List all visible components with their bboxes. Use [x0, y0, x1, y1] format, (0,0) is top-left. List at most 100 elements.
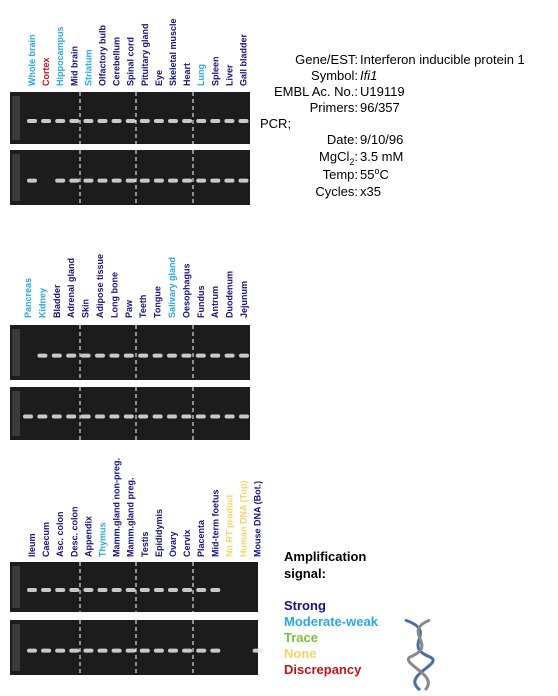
lane-label: Mamm.gland non-preg.: [112, 458, 122, 557]
gel-band: [139, 119, 150, 124]
lane-label: Mid-term foetus: [210, 490, 220, 558]
gel-band: [196, 588, 207, 592]
info-label: Symbol:: [311, 68, 358, 83]
gel-band: [125, 178, 136, 183]
ladder-lane: [12, 566, 20, 608]
gel-band: [51, 353, 62, 358]
lane-label: Spinal cord: [126, 37, 136, 86]
gel-band: [224, 353, 235, 358]
lane-label: Placenta: [196, 519, 206, 557]
gel-band: [27, 178, 37, 183]
gel-band: [111, 178, 122, 183]
gel-band: [168, 588, 178, 592]
lane-label: Kidney: [37, 288, 47, 318]
ladder-lane: [12, 391, 20, 436]
gel-band: [210, 119, 221, 124]
gel-band: [224, 178, 235, 183]
gel-band: [195, 414, 206, 419]
gel-band: [182, 588, 193, 592]
gel-band: [27, 588, 37, 592]
gel-image: [10, 387, 250, 440]
info-label-text: Gene/EST:: [295, 52, 358, 67]
info-label: MgCl2:: [319, 149, 358, 167]
gel-band: [83, 588, 94, 592]
info-label: Gene/EST:: [295, 52, 358, 67]
lane-label: Tongue: [153, 286, 163, 318]
lane-label: Skeletal muscle: [168, 18, 178, 86]
gel-band: [41, 588, 52, 592]
lane-label: Thymus: [98, 522, 108, 557]
gel-band: [97, 178, 108, 183]
info-label-text: Cycles:: [315, 184, 358, 199]
info-value-unit: C: [379, 167, 388, 182]
gel-band: [69, 588, 80, 592]
lane-label: Ileum: [27, 533, 37, 557]
gel-band: [95, 414, 105, 419]
info-label-text: Symbol:: [311, 68, 358, 83]
gel-band: [239, 353, 249, 358]
lane-label: Duodenum: [225, 271, 235, 318]
gel-band: [111, 588, 122, 592]
ladder-lane: [12, 154, 20, 201]
info-value: 96/357: [360, 100, 400, 115]
gel-band: [111, 119, 122, 124]
gel-band: [55, 648, 66, 653]
gel-band: [238, 119, 249, 124]
lane-label: Mid brain: [69, 46, 79, 86]
gel-band: [139, 588, 150, 592]
gel-band: [27, 119, 37, 124]
info-value-text: 9/10/96: [360, 132, 403, 147]
info-label-sub: 2: [349, 157, 354, 167]
lane-label: Teeth: [138, 295, 148, 318]
legend-title: Amplification: [284, 549, 366, 564]
legend-entry: Strong: [284, 598, 326, 613]
info-label: Primers:: [310, 100, 358, 115]
lane-label: Oesophagus: [181, 263, 191, 318]
lane-label: Testis: [140, 532, 150, 557]
lane-label: Long bone: [109, 272, 119, 318]
lane-label: Adrenal gland: [66, 258, 76, 318]
gel-band: [181, 414, 192, 419]
gel-band: [23, 414, 33, 419]
lane-label: Fundus: [196, 286, 206, 319]
gel-band: [181, 353, 192, 358]
legend-entry: Moderate-weak: [284, 614, 379, 629]
lane-label: Eye: [154, 70, 164, 86]
info-label: Date:: [327, 132, 358, 147]
gel-band: [37, 414, 48, 419]
gel-band: [80, 353, 91, 358]
info-label-end: :: [354, 149, 358, 164]
info-value-text: Ifi1: [360, 68, 377, 83]
gel-band: [97, 119, 108, 124]
info-value: Interferon inducible protein 1: [360, 52, 525, 67]
lane-label: Mamm.gland preg.: [126, 477, 136, 557]
info-label-text: MgCl: [319, 149, 349, 164]
gel-band: [41, 119, 52, 124]
lane-label: Adipose tissue: [95, 254, 105, 318]
gel-band: [37, 353, 48, 358]
gel-band: [111, 648, 122, 653]
gel-band: [66, 414, 77, 419]
legend-entry: Discrepancy: [284, 662, 362, 677]
gel-band: [55, 178, 66, 183]
ladder-lane: [12, 329, 20, 376]
gel-band: [182, 648, 193, 653]
ladder-lane: [12, 96, 20, 140]
info-label-text: Date:: [327, 132, 358, 147]
info-value-sup: o: [374, 166, 379, 176]
lane-label: Heart: [182, 63, 192, 86]
info-label-text: Primers:: [310, 100, 358, 115]
lane-label: Cervix: [182, 529, 192, 557]
gel-band: [182, 119, 193, 124]
info-label: Temp:: [323, 167, 358, 182]
gel-band: [69, 648, 80, 653]
gel-band: [138, 414, 149, 419]
gel-band: [152, 414, 163, 419]
lane-label: Antrum: [210, 286, 220, 318]
gel-band: [153, 648, 164, 653]
gel-band: [196, 648, 207, 653]
gel-band: [167, 414, 177, 419]
info-value: Ifi1: [360, 68, 377, 83]
gel-band: [27, 648, 37, 653]
